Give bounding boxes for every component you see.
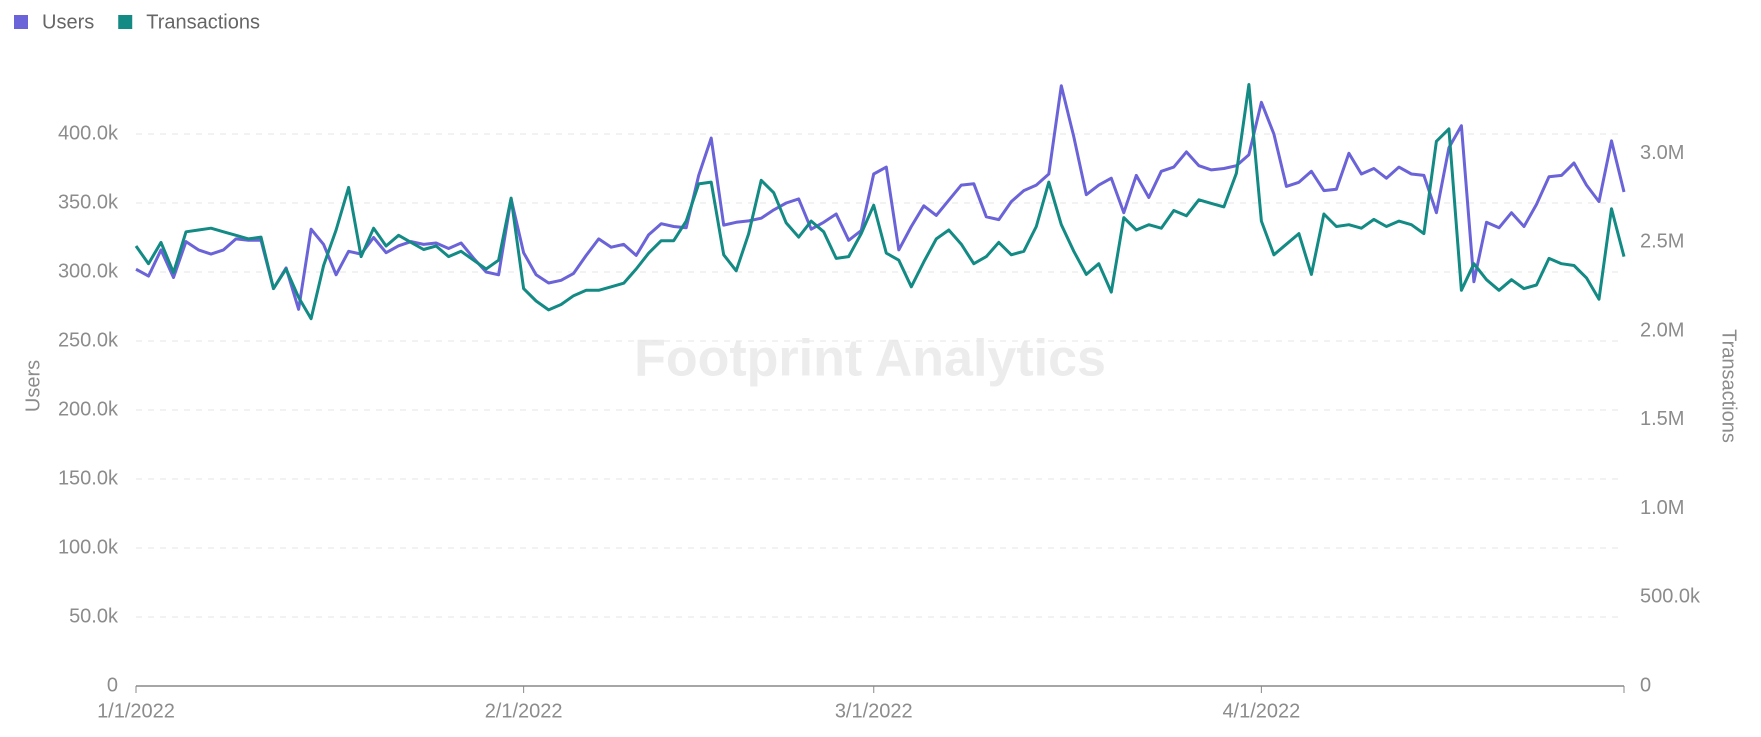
y-tick-label: 100.0k bbox=[58, 536, 119, 558]
y2-tick-label: 500.0k bbox=[1640, 586, 1701, 608]
y-tick-label: 250.0k bbox=[58, 329, 119, 351]
series-line bbox=[135, 84, 1626, 311]
y2-tick-label: 2.0M bbox=[1640, 319, 1684, 341]
y2-axis-title: Transactions bbox=[1718, 329, 1740, 443]
legend-label: Transactions bbox=[146, 11, 260, 33]
y2-tick-label: 3.0M bbox=[1640, 142, 1684, 164]
y-tick-label: 200.0k bbox=[58, 398, 119, 420]
y-axis-title: Users bbox=[22, 360, 44, 412]
y-tick-label: 400.0k bbox=[58, 122, 119, 144]
x-tick-label: 1/1/2022 bbox=[97, 700, 175, 722]
y2-tick-label: 1.0M bbox=[1640, 497, 1684, 519]
y-tick-label: 350.0k bbox=[58, 191, 119, 213]
x-tick-label: 3/1/2022 bbox=[835, 700, 913, 722]
y2-tick-label: 0 bbox=[1640, 674, 1651, 696]
y-tick-label: 0 bbox=[107, 674, 118, 696]
y-tick-label: 50.0k bbox=[69, 605, 119, 627]
y2-tick-label: 2.5M bbox=[1640, 231, 1684, 253]
series-line bbox=[134, 83, 1626, 321]
y-tick-label: 150.0k bbox=[58, 467, 119, 489]
watermark: Footprint Analytics bbox=[634, 330, 1106, 388]
y2-tick-label: 1.5M bbox=[1640, 408, 1684, 430]
x-tick-label: 2/1/2022 bbox=[485, 700, 563, 722]
y-tick-label: 300.0k bbox=[58, 260, 119, 282]
legend-swatch bbox=[14, 15, 28, 29]
legend-swatch bbox=[118, 15, 133, 29]
legend-label: Users bbox=[42, 11, 94, 33]
x-tick-label: 4/1/2022 bbox=[1222, 700, 1300, 722]
